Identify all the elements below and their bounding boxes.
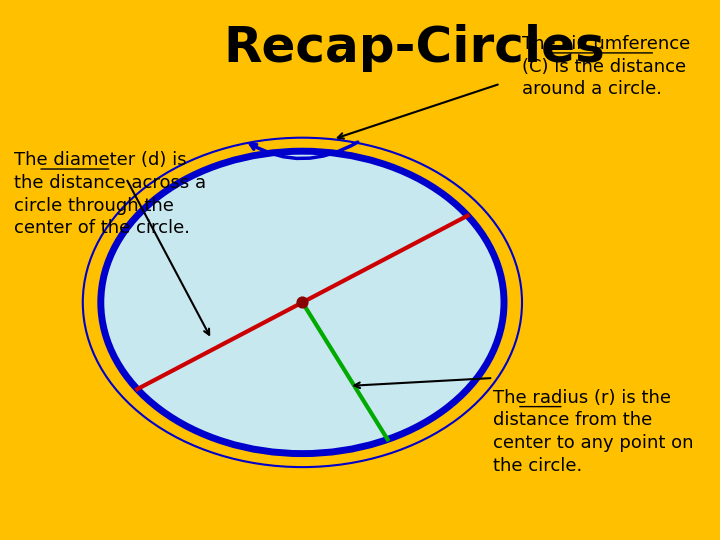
Text: Recap-Circles: Recap-Circles	[223, 24, 605, 72]
Text: around a circle.: around a circle.	[522, 80, 662, 98]
Text: center to any point on: center to any point on	[493, 434, 693, 452]
Text: circle through the: circle through the	[14, 197, 174, 214]
Text: the circle.: the circle.	[493, 457, 582, 475]
Text: (C) is the distance: (C) is the distance	[522, 58, 686, 76]
Text: center of the circle.: center of the circle.	[14, 219, 190, 237]
Text: The circumference: The circumference	[522, 35, 690, 53]
Circle shape	[101, 151, 504, 454]
Text: The radius (r) is the: The radius (r) is the	[493, 389, 671, 407]
Text: the distance across a: the distance across a	[14, 174, 207, 192]
Text: The diameter (d) is: The diameter (d) is	[14, 151, 187, 169]
Text: distance from the: distance from the	[493, 411, 652, 429]
Point	[297, 298, 308, 307]
